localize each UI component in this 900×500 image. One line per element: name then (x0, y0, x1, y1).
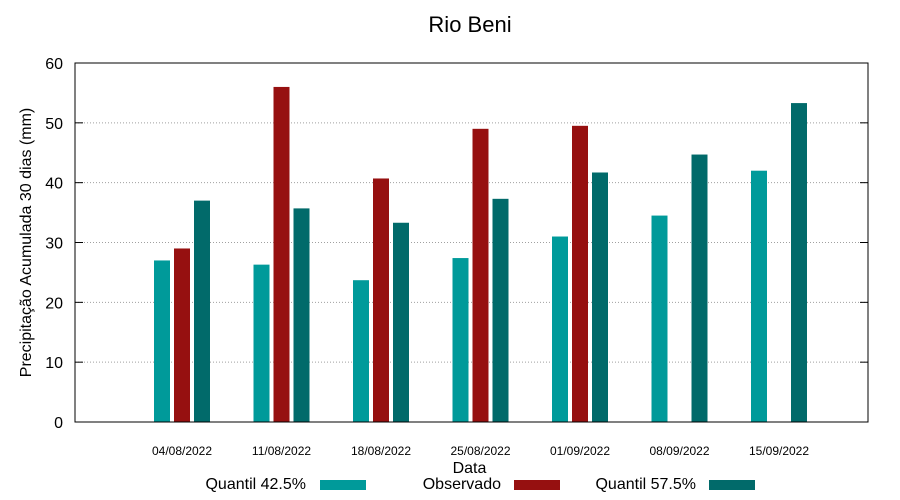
x-tick-label: 04/08/2022 (152, 444, 212, 458)
y-tick-label: 60 (45, 56, 63, 73)
legend-swatch (320, 480, 366, 490)
bar (651, 215, 668, 422)
bar (452, 258, 469, 422)
y-axis-label: Precipitação Acumulada 30 dias (mm) (18, 108, 35, 377)
y-tick-label: 20 (45, 295, 63, 312)
chart-title: Rio Beni (428, 12, 511, 37)
bar (194, 200, 210, 422)
bar (293, 208, 310, 422)
legend-label: Quantil 42.5% (205, 476, 306, 493)
x-tick-label: 18/08/2022 (351, 444, 411, 458)
y-tick-label: 0 (54, 415, 63, 432)
bar (154, 260, 170, 422)
y-axis-ticks: 0 10 20 30 40 50 60 (45, 56, 868, 432)
y-tick-label: 30 (45, 236, 63, 253)
bar (174, 248, 190, 422)
y-tick-label: 40 (45, 176, 63, 193)
bar (572, 125, 588, 422)
x-axis-ticks: 04/08/2022 11/08/2022 18/08/2022 25/08/2022… (152, 444, 809, 458)
y-tick-label: 50 (45, 116, 63, 133)
legend-swatch (514, 480, 560, 490)
x-tick-label: 15/09/2022 (749, 444, 809, 458)
legend-label: Quantil 57.5% (595, 476, 696, 493)
x-tick-label: 08/09/2022 (649, 444, 709, 458)
x-tick-label: 11/08/2022 (252, 444, 311, 458)
bar (393, 222, 409, 422)
bars (154, 86, 807, 423)
bar (691, 154, 708, 423)
legend-swatch (709, 480, 755, 490)
y-tick-label: 10 (45, 355, 63, 372)
x-tick-label: 25/08/2022 (450, 444, 510, 458)
x-axis-label: Data (453, 460, 487, 477)
bar (353, 280, 369, 422)
bar (472, 128, 489, 423)
bar (552, 236, 568, 422)
bar (592, 172, 608, 422)
bar (373, 178, 389, 422)
bar (253, 264, 270, 422)
legend-label: Observado (423, 476, 501, 493)
legend: Quantil 42.5% Observado Quantil 57.5% (205, 476, 755, 493)
bar (273, 86, 290, 422)
bar (751, 170, 767, 422)
grid-lines (75, 122, 868, 363)
bar (791, 103, 807, 423)
bar (492, 198, 509, 422)
x-tick-label: 01/09/2022 (550, 444, 610, 458)
